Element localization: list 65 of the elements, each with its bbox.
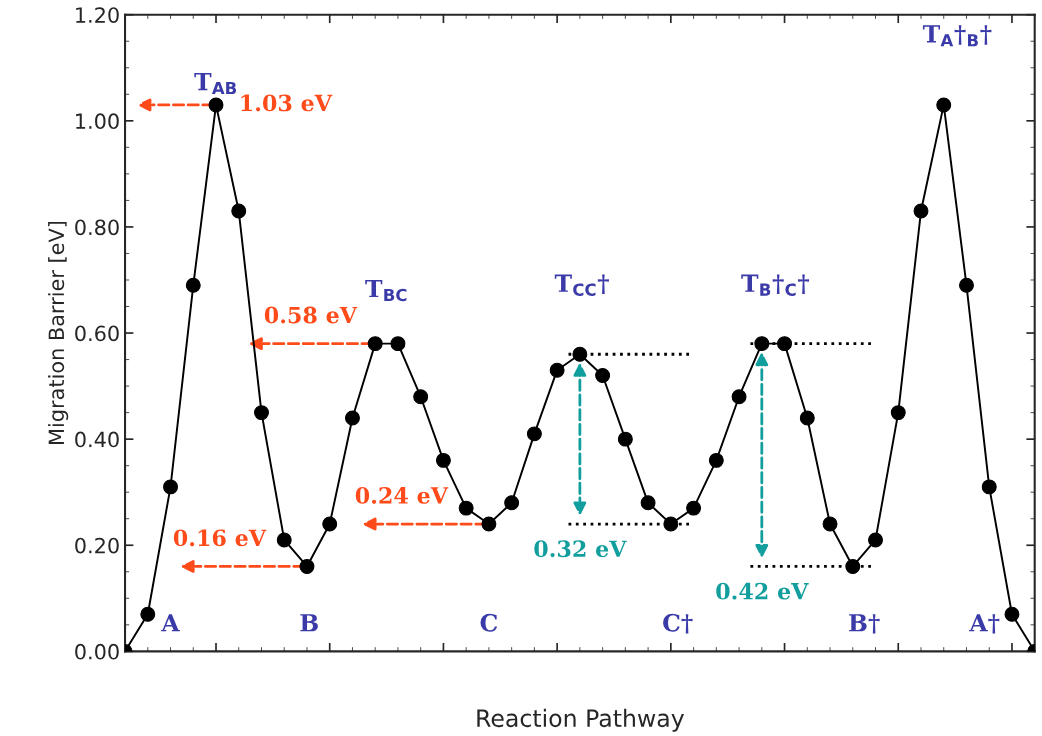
point [413,389,429,405]
point [504,495,520,511]
annotation: T$_{AB}$ [194,72,237,95]
annotation: C† [663,613,693,634]
point [435,452,451,468]
annotation: 0.32 eV [534,540,627,558]
point [526,426,542,442]
y-tick-label: 0.60 [75,325,119,342]
annotation: T$_{B}$†$_{C}$† [741,274,810,296]
point [458,500,474,516]
point [686,500,702,516]
point [254,405,269,421]
point [959,277,974,293]
point [731,389,747,405]
annotation: T$_{CC}$† [554,274,609,296]
y-tick-label: 0.40 [75,431,119,448]
point [754,336,770,352]
point [208,97,224,113]
point [777,336,793,352]
y-tick-label: 0.00 [75,643,119,660]
point [595,368,611,383]
point [276,532,292,548]
point [799,410,815,426]
y-tick-label: 0.80 [75,219,119,236]
annotation: T$_{A}$†$_{B}$† [922,25,992,47]
point [163,479,178,495]
point [299,559,315,574]
annotation: 0.42 eV [716,582,809,600]
point [481,516,497,532]
point [822,516,838,532]
point [1004,606,1020,622]
annotation: A† [969,614,1000,634]
point [845,559,861,574]
annotation: T$_{BC}$ [365,279,407,302]
annotation: A [161,614,180,632]
point [140,606,156,622]
point [549,362,565,378]
annotation: 0.58 eV [264,306,358,324]
annotation: 0.16 eV [173,529,267,547]
point [663,516,679,532]
point [981,479,997,495]
point [231,203,247,219]
point [640,495,656,511]
x-axis-title: Reaction Pathway [477,708,685,732]
point [708,452,724,468]
point [185,277,201,293]
annotation: B [300,614,318,632]
point [390,336,406,352]
y-tick-label: 1.00 [76,113,119,130]
point [322,516,338,532]
y-tick-label: 0.20 [75,537,119,554]
annotation: 1.03 eV [241,94,333,112]
point [367,336,383,352]
annotation: B† [849,614,880,634]
point [572,346,588,362]
point [936,97,952,113]
point [344,410,360,426]
point [913,203,929,219]
annotation: C [480,613,498,632]
y-tick-label: 1.20 [76,7,119,23]
y-axis-title: Migration Barrier [eV] [48,221,69,444]
point [868,532,883,548]
point [890,405,906,421]
point [617,431,633,447]
annotation: 0.24 eV [355,487,449,504]
